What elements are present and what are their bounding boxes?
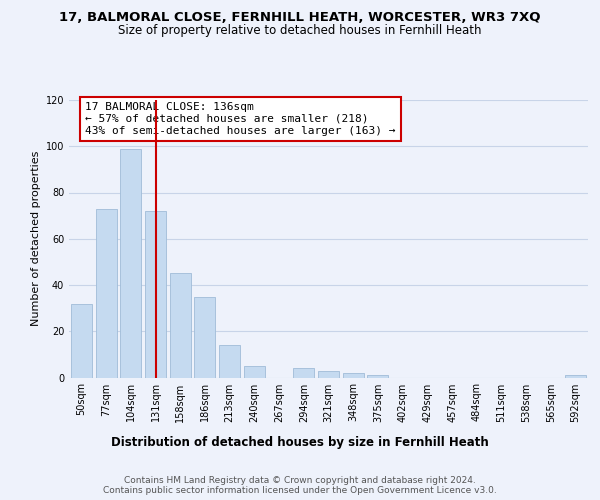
Bar <box>318 370 339 378</box>
Bar <box>367 375 388 378</box>
Bar <box>194 296 215 378</box>
Text: Contains HM Land Registry data © Crown copyright and database right 2024.
Contai: Contains HM Land Registry data © Crown c… <box>103 476 497 495</box>
Bar <box>244 366 265 378</box>
Bar <box>170 274 191 378</box>
Bar <box>95 208 116 378</box>
Y-axis label: Number of detached properties: Number of detached properties <box>31 151 41 326</box>
Bar <box>343 373 364 378</box>
Bar <box>565 375 586 378</box>
Text: Distribution of detached houses by size in Fernhill Heath: Distribution of detached houses by size … <box>111 436 489 449</box>
Bar <box>71 304 92 378</box>
Bar <box>219 345 240 378</box>
Text: 17 BALMORAL CLOSE: 136sqm
← 57% of detached houses are smaller (218)
43% of semi: 17 BALMORAL CLOSE: 136sqm ← 57% of detac… <box>85 102 395 136</box>
Bar <box>293 368 314 378</box>
Bar <box>145 211 166 378</box>
Text: 17, BALMORAL CLOSE, FERNHILL HEATH, WORCESTER, WR3 7XQ: 17, BALMORAL CLOSE, FERNHILL HEATH, WORC… <box>59 11 541 24</box>
Bar <box>120 148 141 378</box>
Text: Size of property relative to detached houses in Fernhill Heath: Size of property relative to detached ho… <box>118 24 482 37</box>
